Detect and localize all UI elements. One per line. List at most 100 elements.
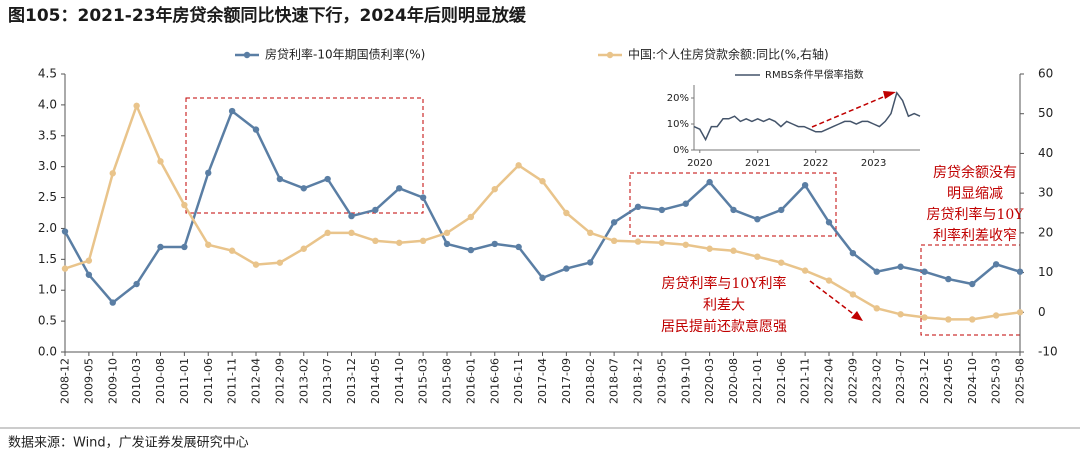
point xyxy=(730,206,737,214)
y-tick-label: 4.5 xyxy=(38,67,57,81)
y-tick-label: 1.0 xyxy=(38,283,57,297)
y2-tick-label: 0 xyxy=(1038,305,1046,319)
point xyxy=(419,237,427,244)
point xyxy=(181,243,188,251)
point xyxy=(491,240,498,248)
point xyxy=(228,107,236,115)
arrow-head xyxy=(883,91,896,99)
point xyxy=(873,268,880,275)
legend-swatch xyxy=(243,51,251,59)
point xyxy=(157,243,164,251)
y-tick-label: 1.5 xyxy=(38,252,57,266)
point xyxy=(109,170,116,177)
point xyxy=(372,206,379,214)
point xyxy=(300,185,307,192)
point xyxy=(634,238,642,245)
point xyxy=(897,311,904,318)
point xyxy=(515,243,522,251)
point xyxy=(85,257,93,264)
point xyxy=(133,102,140,109)
x-tick-label: 2025-08 xyxy=(1014,358,1027,404)
point xyxy=(419,194,427,201)
x-tick-label: 2018-02 xyxy=(584,358,597,404)
point xyxy=(1016,309,1024,316)
point xyxy=(1016,268,1024,275)
point xyxy=(754,215,761,223)
point xyxy=(491,185,498,193)
point xyxy=(706,178,713,186)
x-tick-label: 2022-09 xyxy=(846,358,859,404)
point xyxy=(205,241,212,248)
x-tick-label: 2018-12 xyxy=(632,358,645,404)
inset-x-tick-label: 2023 xyxy=(861,158,886,169)
annotation: 明显缩减 xyxy=(947,186,1003,202)
point xyxy=(348,229,355,237)
x-tick-label: 2019-05 xyxy=(655,358,668,404)
point xyxy=(921,314,928,321)
x-tick-label: 2009-10 xyxy=(106,358,119,404)
point xyxy=(992,312,1000,319)
series-line xyxy=(693,91,921,142)
inset-x-tick-label: 2022 xyxy=(803,158,828,169)
legend-label: 中国:个人住房贷款余额:同比(%,右轴) xyxy=(628,47,829,62)
point xyxy=(730,247,737,254)
x-tick-label: 2020-03 xyxy=(703,358,716,404)
x-tick-label: 2010-03 xyxy=(130,358,143,404)
annotation: 利差大 xyxy=(703,298,745,314)
x-tick-label: 2009-05 xyxy=(82,358,95,404)
inset-y-tick-label: 20% xyxy=(667,93,689,104)
point xyxy=(563,265,570,272)
x-tick-label: 2020-08 xyxy=(727,358,740,404)
point xyxy=(658,206,666,214)
x-tick-label: 2024-10 xyxy=(966,358,979,404)
x-tick-label: 2021-01 xyxy=(751,358,764,404)
point xyxy=(754,253,761,260)
x-tick-label: 2011-01 xyxy=(178,358,191,404)
point xyxy=(109,299,116,306)
point xyxy=(921,268,928,275)
point xyxy=(396,185,403,192)
x-tick-label: 2011-11 xyxy=(226,358,239,404)
series-line xyxy=(64,102,1021,321)
x-tick-label: 2024-05 xyxy=(942,358,955,404)
point xyxy=(348,212,355,220)
y-tick-label: 3.5 xyxy=(38,128,57,142)
legend-swatch xyxy=(606,51,614,59)
x-tick-label: 2018-07 xyxy=(608,358,621,404)
point xyxy=(85,271,93,278)
y2-tick-label: 20 xyxy=(1038,225,1053,239)
y2-tick-label: 40 xyxy=(1038,146,1053,160)
point xyxy=(276,175,284,183)
x-tick-label: 2022-04 xyxy=(823,358,836,404)
point xyxy=(682,200,689,207)
point xyxy=(467,213,475,221)
point xyxy=(252,261,260,268)
point xyxy=(515,162,522,169)
x-tick-label: 2016-01 xyxy=(464,358,477,404)
x-tick-label: 2019-10 xyxy=(679,358,692,404)
source-note: 数据来源：Wind，广发证券发展研究中心 xyxy=(8,435,249,451)
point xyxy=(181,201,188,209)
point xyxy=(324,229,331,237)
point xyxy=(324,175,331,183)
x-tick-label: 2013-02 xyxy=(297,358,310,404)
x-tick-label: 2010-08 xyxy=(154,358,167,404)
x-tick-label: 2012-04 xyxy=(250,358,263,404)
inset-x-tick-label: 2020 xyxy=(687,158,712,169)
point xyxy=(969,316,976,323)
inset-y-tick-label: 0% xyxy=(673,145,689,156)
annotation: 房贷利率与10Y利率 xyxy=(661,275,786,292)
point xyxy=(372,237,379,244)
inset-x-tick-label: 2021 xyxy=(745,158,770,169)
x-tick-label: 2017-04 xyxy=(536,358,549,404)
y-tick-label: 2.5 xyxy=(38,190,57,204)
point xyxy=(252,126,260,133)
x-tick-label: 2015-03 xyxy=(417,358,430,404)
x-tick-label: 2013-12 xyxy=(345,358,358,404)
point xyxy=(658,239,666,246)
x-tick-label: 2013-07 xyxy=(321,358,334,404)
x-tick-label: 2023-12 xyxy=(918,358,931,404)
point xyxy=(467,246,475,254)
arrow xyxy=(811,94,889,128)
